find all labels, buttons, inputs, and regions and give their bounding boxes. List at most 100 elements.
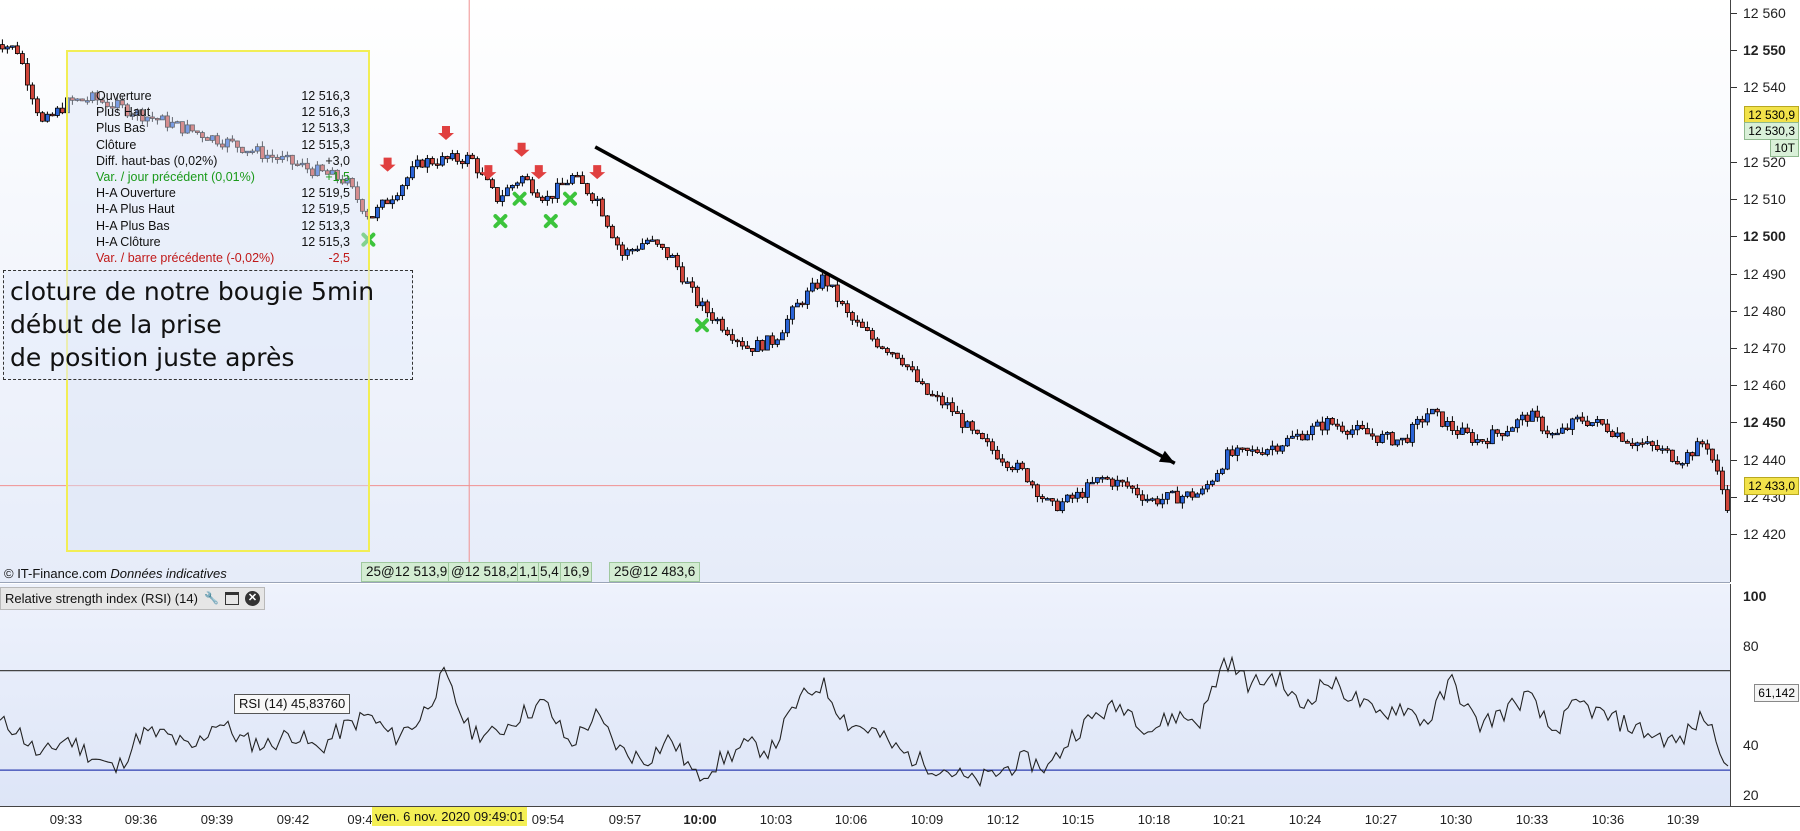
- price-chart[interactable]: [0, 0, 1730, 582]
- time-tick-label: 09:33: [49, 812, 83, 827]
- candle-body: [209, 135, 215, 141]
- candle-body: [995, 449, 1000, 460]
- candle-body: [1315, 421, 1320, 427]
- candle-body: [249, 150, 255, 154]
- candle-body: [770, 335, 775, 345]
- candle-body: [1275, 445, 1280, 452]
- candle-body: [264, 154, 270, 159]
- candle-body: [990, 441, 995, 451]
- rsi-indicator-header[interactable]: Relative strength index (RSI) (14) 🔧 ✕: [0, 587, 265, 610]
- candle-body: [100, 99, 105, 103]
- candle-body: [309, 168, 315, 177]
- candle-body: [1475, 439, 1480, 443]
- info-row: H-A Ouverture 12 519,5: [96, 185, 350, 201]
- close-icon[interactable]: ✕: [244, 591, 260, 606]
- candle-body: [960, 413, 965, 428]
- info-row: H-A Plus Haut 12 519,5: [96, 201, 350, 217]
- candle-body: [940, 395, 945, 406]
- candle-body: [1235, 447, 1240, 456]
- price-tick-mark: [1731, 50, 1737, 52]
- candle-body: [1430, 408, 1435, 415]
- candle-body: [40, 112, 45, 122]
- candle-body: [1360, 424, 1365, 429]
- buy-cross-icon: [512, 191, 527, 206]
- candle-body: [1460, 427, 1465, 435]
- candle-body: [1520, 414, 1525, 421]
- price-tick-label: 12 540: [1743, 79, 1786, 96]
- candle-body: [820, 274, 825, 289]
- info-row: Clôture 12 515,3: [96, 137, 350, 153]
- candle-body: [670, 254, 675, 258]
- candle-body: [1530, 410, 1535, 422]
- order-tag[interactable]: 25@12 513,9: [361, 562, 453, 582]
- order-tag[interactable]: @12 518,2: [448, 562, 521, 582]
- candle-body: [935, 394, 940, 398]
- candle-body: [615, 237, 620, 246]
- candle-body: [1115, 479, 1120, 487]
- candle-body: [90, 92, 95, 101]
- candle-body: [565, 182, 570, 186]
- candle-body: [1455, 430, 1460, 435]
- candle-body: [715, 318, 720, 322]
- price-tick-label: 12 470: [1743, 339, 1786, 356]
- candle-body: [494, 187, 500, 202]
- candle-body: [1560, 427, 1565, 434]
- candle-body: [35, 98, 40, 114]
- info-value: 12 515,3: [301, 137, 350, 152]
- price-tick-mark: [1731, 199, 1737, 201]
- candle-body: [1140, 494, 1145, 501]
- candle-body: [860, 321, 865, 328]
- time-tick-label: 10:18: [1137, 812, 1171, 827]
- time-tick-label: 10:09: [910, 812, 944, 827]
- candle-body: [389, 199, 395, 205]
- candle-body: [259, 146, 265, 159]
- order-tag[interactable]: 25@12 483,6: [609, 562, 701, 582]
- candle-body: [1070, 494, 1075, 499]
- candle-body: [1285, 437, 1290, 447]
- candle-body: [199, 132, 205, 138]
- candle-body: [1305, 434, 1310, 441]
- rsi-tick-label: 80: [1743, 637, 1759, 654]
- candle-body: [1210, 480, 1215, 485]
- price-tick-label: 12 480: [1743, 302, 1786, 319]
- candle-body: [1695, 441, 1700, 457]
- crosshair-price-label: 12 433,0: [1744, 476, 1799, 495]
- info-label: Plus Bas: [96, 121, 146, 136]
- candle-body: [1270, 445, 1275, 451]
- candle-body: [1035, 484, 1040, 498]
- rsi-axis[interactable]: 100 80 40 20 61,142: [1730, 584, 1800, 806]
- wrench-icon[interactable]: 🔧: [203, 591, 219, 605]
- candle-body: [1435, 408, 1440, 413]
- candle-body: [459, 160, 465, 165]
- candle-body: [1025, 468, 1030, 483]
- candle-body: [105, 101, 110, 108]
- candle-body: [1005, 461, 1010, 468]
- candle-body: [499, 195, 505, 202]
- candle-body: [334, 169, 340, 180]
- annotation-textbox[interactable]: cloture de notre bougie 5min début de la…: [3, 270, 413, 380]
- order-tag[interactable]: 16,9: [560, 562, 593, 582]
- candle-body: [489, 179, 495, 188]
- candle-body: [970, 421, 975, 431]
- trend-arrow-line[interactable]: [594, 145, 1176, 465]
- candle-body: [885, 348, 890, 353]
- order-tag[interactable]: 5,4: [538, 562, 561, 582]
- time-axis[interactable]: 09:33 09:36 09:39 09:42 09:4 09:54 09:57 10:00 1…: [0, 806, 1800, 831]
- buy-cross-icon: [695, 318, 709, 333]
- time-tick-label: 10:30: [1439, 812, 1473, 827]
- candle-body: [414, 159, 420, 168]
- rsi-chart[interactable]: [0, 584, 1730, 806]
- window-icon[interactable]: [224, 592, 239, 605]
- candle-body: [1525, 414, 1530, 422]
- candle-body: [1030, 481, 1035, 486]
- info-value: 12 516,3: [301, 89, 350, 103]
- candle-body: [1575, 416, 1580, 420]
- order-tag[interactable]: 1,1: [517, 562, 540, 582]
- candle-body: [830, 284, 835, 287]
- candle-body: [595, 198, 600, 201]
- price-axis[interactable]: 12 560 12 550 12 540 12 520 12 510 12 500 12 4…: [1730, 0, 1800, 582]
- info-value: 12 515,3: [301, 234, 350, 249]
- candle-body: [45, 113, 50, 122]
- candle-body: [1595, 419, 1600, 423]
- candle-body: [29, 84, 35, 100]
